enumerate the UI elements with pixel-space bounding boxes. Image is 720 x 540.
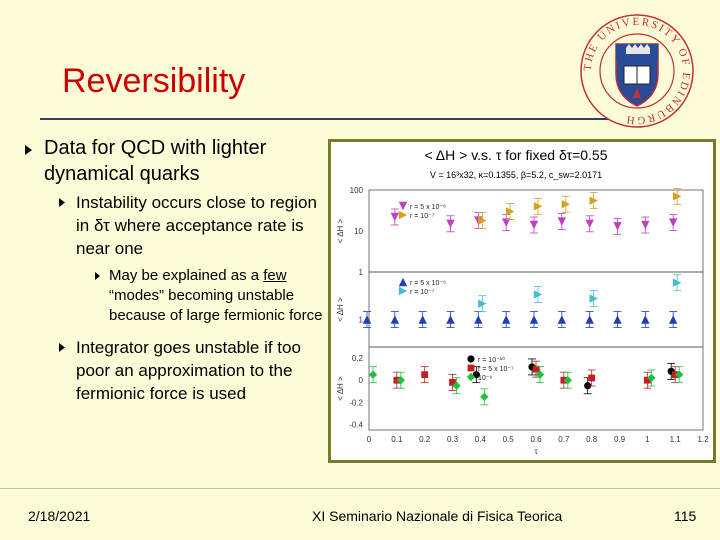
data-point bbox=[446, 315, 454, 323]
y-tick-label: 1 bbox=[359, 268, 364, 277]
chart-frame: < ΔH > v.s. τ for fixed δτ=0.55 V = 16³x3… bbox=[328, 139, 716, 463]
bullet-item: Integrator goes unstable if too poor an … bbox=[22, 336, 327, 405]
data-point bbox=[641, 221, 649, 229]
data-point bbox=[474, 315, 482, 323]
data-point bbox=[588, 375, 595, 382]
data-point bbox=[421, 371, 428, 378]
data-point bbox=[613, 222, 621, 230]
slide-title: Reversibility bbox=[62, 62, 245, 101]
bullet-arrow-icon bbox=[58, 342, 66, 365]
footer-center-text: XI Seminario Nazionale di Fisica Teorica bbox=[312, 508, 562, 524]
data-point bbox=[399, 278, 407, 286]
legend-entry: r = 10⁻¹⁰ bbox=[478, 356, 505, 364]
x-tick-label: 0 bbox=[367, 435, 372, 444]
x-tick-label: 1.1 bbox=[670, 435, 682, 444]
footer-date: 2/18/2021 bbox=[28, 508, 90, 524]
x-tick-label: 0.4 bbox=[475, 435, 487, 444]
legend-entry: r = 5 x 10⁻⁶ bbox=[410, 204, 446, 211]
y-tick-label: 0.2 bbox=[352, 354, 364, 363]
y-axis-label: < ΔH > bbox=[336, 376, 345, 401]
data-point bbox=[558, 315, 566, 323]
data-point bbox=[585, 315, 593, 323]
chart-subtitle: V = 16³x32, κ=0.1355, β=5.2, c_sw=2.0171 bbox=[430, 170, 602, 180]
panel-frame bbox=[369, 347, 703, 430]
data-point bbox=[468, 365, 475, 372]
bullet-arrow-icon bbox=[94, 271, 101, 291]
x-tick-label: 0.2 bbox=[419, 435, 431, 444]
data-point bbox=[558, 217, 566, 225]
data-point bbox=[446, 220, 454, 228]
data-point bbox=[363, 315, 371, 323]
delta-h-chart: < ΔH > v.s. τ for fixed δτ=0.55 V = 16³x3… bbox=[331, 142, 713, 460]
legend-entry: r = 5 x 10⁻⁷ bbox=[478, 366, 514, 373]
bullet-text: Integrator goes unstable if too poor an … bbox=[76, 338, 301, 403]
bullet-text: Data for QCD with lighter dynamical quar… bbox=[44, 137, 266, 185]
data-point bbox=[480, 393, 488, 401]
x-tick-label: 1.2 bbox=[697, 435, 709, 444]
bullet-list: Data for QCD with lighter dynamical quar… bbox=[22, 135, 327, 405]
x-axis-label: τ bbox=[534, 446, 538, 456]
y-axis-label: < ΔH > bbox=[336, 218, 345, 243]
x-tick-label: 0.1 bbox=[391, 435, 403, 444]
x-tick-label: 0.3 bbox=[447, 435, 459, 444]
university-seal-logo: THE UNIVERSITY OF EDINBURGH bbox=[578, 12, 696, 130]
data-point bbox=[418, 315, 426, 323]
data-point bbox=[391, 315, 399, 323]
data-point bbox=[530, 221, 538, 229]
bullet-arrow-icon bbox=[58, 197, 66, 220]
y-axis-label: < ΔH > bbox=[336, 297, 345, 322]
legend-entry: 10⁻⁶ bbox=[478, 375, 492, 382]
legend-entry: r = 10⁻⁷ bbox=[410, 289, 435, 296]
data-point bbox=[391, 213, 399, 221]
data-point bbox=[641, 315, 649, 323]
panel-frame bbox=[369, 190, 703, 272]
bullet-arrow-icon bbox=[24, 143, 33, 169]
bullet-text-before: May be explained as a bbox=[109, 267, 263, 284]
data-point bbox=[669, 218, 677, 226]
title-underline bbox=[40, 118, 640, 120]
footer-rule bbox=[0, 488, 720, 489]
chart-title: < ΔH > v.s. τ for fixed δτ=0.55 bbox=[425, 147, 608, 163]
bullet-item: May be explained as a few “modes” becomi… bbox=[22, 266, 327, 326]
y-tick-label: 0 bbox=[359, 376, 364, 385]
data-point bbox=[399, 202, 407, 210]
y-tick-label: 10 bbox=[354, 227, 363, 236]
bullet-item: Data for QCD with lighter dynamical quar… bbox=[22, 135, 327, 187]
data-point bbox=[613, 315, 621, 323]
bullet-text: Instability occurs close to region in δτ… bbox=[76, 193, 317, 258]
legend-entry: r = 5 x 10⁻⁶ bbox=[410, 280, 446, 287]
x-tick-label: 0.6 bbox=[530, 435, 542, 444]
x-tick-label: 0.5 bbox=[503, 435, 515, 444]
data-point bbox=[467, 355, 474, 362]
bullet-item: Instability occurs close to region in δτ… bbox=[22, 191, 327, 260]
data-point bbox=[399, 211, 407, 219]
x-tick-label: 1 bbox=[645, 435, 650, 444]
data-point bbox=[502, 315, 510, 323]
data-point bbox=[585, 220, 593, 228]
y-tick-label: 100 bbox=[350, 186, 364, 195]
x-tick-label: 0.7 bbox=[558, 435, 570, 444]
bullet-text-underlined: few bbox=[263, 267, 286, 284]
data-point bbox=[669, 315, 677, 323]
page-number: 115 bbox=[674, 508, 696, 524]
data-point bbox=[399, 287, 407, 295]
bullet-text-after: “modes” becoming unstable because of lar… bbox=[109, 287, 322, 324]
y-tick-label: 1 bbox=[359, 315, 364, 324]
legend-entry: r = 10⁻⁷ bbox=[410, 213, 435, 220]
x-tick-label: 0.8 bbox=[586, 435, 598, 444]
data-point bbox=[369, 370, 377, 378]
x-tick-label: 0.9 bbox=[614, 435, 626, 444]
y-tick-label: -0.2 bbox=[349, 398, 363, 407]
y-tick-label: -0.4 bbox=[349, 420, 363, 429]
data-point bbox=[530, 315, 538, 323]
